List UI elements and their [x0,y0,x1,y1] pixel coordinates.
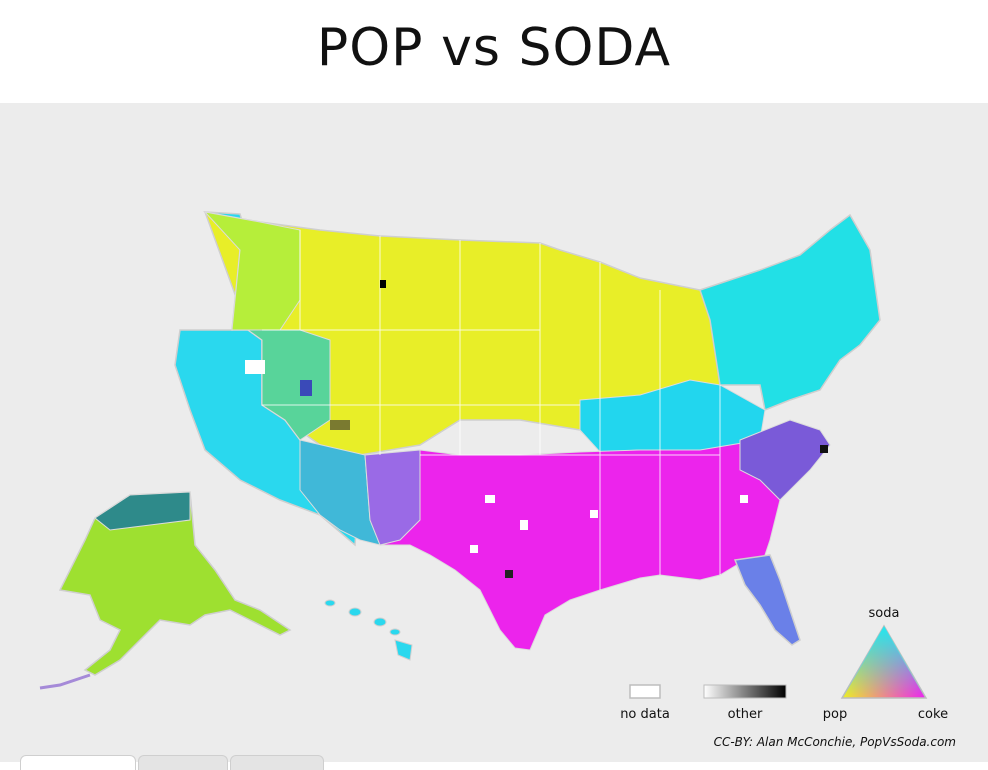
tab-3[interactable] [230,755,324,770]
region-southeast-purple [739,419,831,501]
legend-pop-label: pop [822,707,848,722]
legend-other-swatch [703,684,787,699]
tab-2[interactable] [138,755,228,770]
county-markers [245,280,828,578]
state-borders [262,230,721,590]
hawaii [324,599,413,661]
us-map [39,211,928,699]
map-panel [0,103,988,762]
region-florida [733,554,801,646]
region-nm-purple [364,449,421,546]
tab-1[interactable] [20,755,136,770]
legend-soda-label: soda [868,606,900,621]
map-title: POP vs SODA [316,18,672,78]
alaska [58,491,292,676]
legend-coke-label: coke [917,707,949,722]
legend-nodata-swatch [629,684,661,699]
alaska-north-teal [94,491,191,531]
legend-triangle-top [842,626,926,698]
legend-nodata-label: no data [620,707,670,722]
alaska-aleutians [39,673,91,690]
region-northeast [699,213,881,412]
credit-line: CC-BY: Alan McConchie, PopVsSoda.com [713,735,956,749]
legend-other-label: other [727,707,763,722]
